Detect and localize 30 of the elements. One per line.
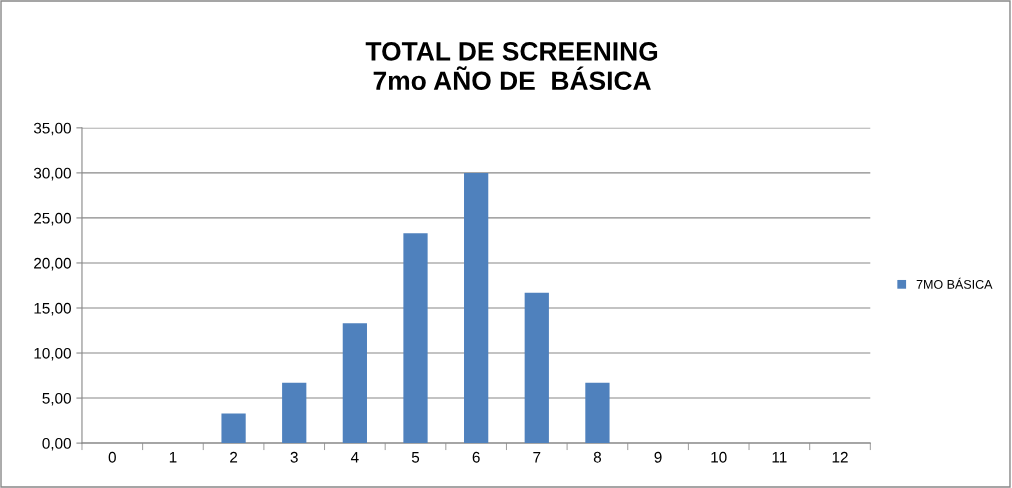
y-tick-label: 10,00 — [34, 347, 71, 361]
x-tick-label: 9 — [654, 451, 662, 463]
x-tick-label: 4 — [350, 452, 359, 463]
x-tick-label: 11 — [772, 452, 787, 463]
x-tick-label: 10 — [711, 451, 727, 463]
bar — [524, 292, 549, 444]
x-tick-label: 5 — [411, 452, 420, 463]
x-tick-label: 3 — [290, 451, 298, 463]
bar — [585, 382, 610, 444]
x-tick-label: 2 — [230, 451, 238, 463]
chart-title: TOTAL DE SCREENING 7mo AÑO DE BÁSICA — [365, 42, 658, 91]
x-tick-label: 12 — [832, 451, 848, 463]
bar — [464, 172, 489, 444]
x-tick-label: 8 — [593, 451, 602, 463]
y-tick-label: 25,00 — [34, 212, 71, 226]
bar — [342, 323, 367, 444]
x-tick-label: 1 — [169, 452, 177, 463]
y-tick-label: 0,00 — [42, 437, 71, 451]
bar — [221, 413, 246, 444]
y-tick-label: 35,00 — [33, 122, 71, 136]
y-tick-label: 15,00 — [34, 302, 71, 316]
y-tick-label: 20,00 — [34, 257, 71, 271]
y-tick-label: 30,00 — [33, 167, 71, 181]
legend-label: 7MO BÁSICA — [916, 277, 993, 289]
bar — [403, 233, 428, 444]
y-tick-label: 5,00 — [42, 392, 71, 406]
bar — [282, 382, 307, 444]
x-tick-label: 6 — [472, 451, 480, 463]
x-tick-label: 7 — [533, 452, 541, 463]
x-tick-label: 0 — [108, 451, 116, 463]
